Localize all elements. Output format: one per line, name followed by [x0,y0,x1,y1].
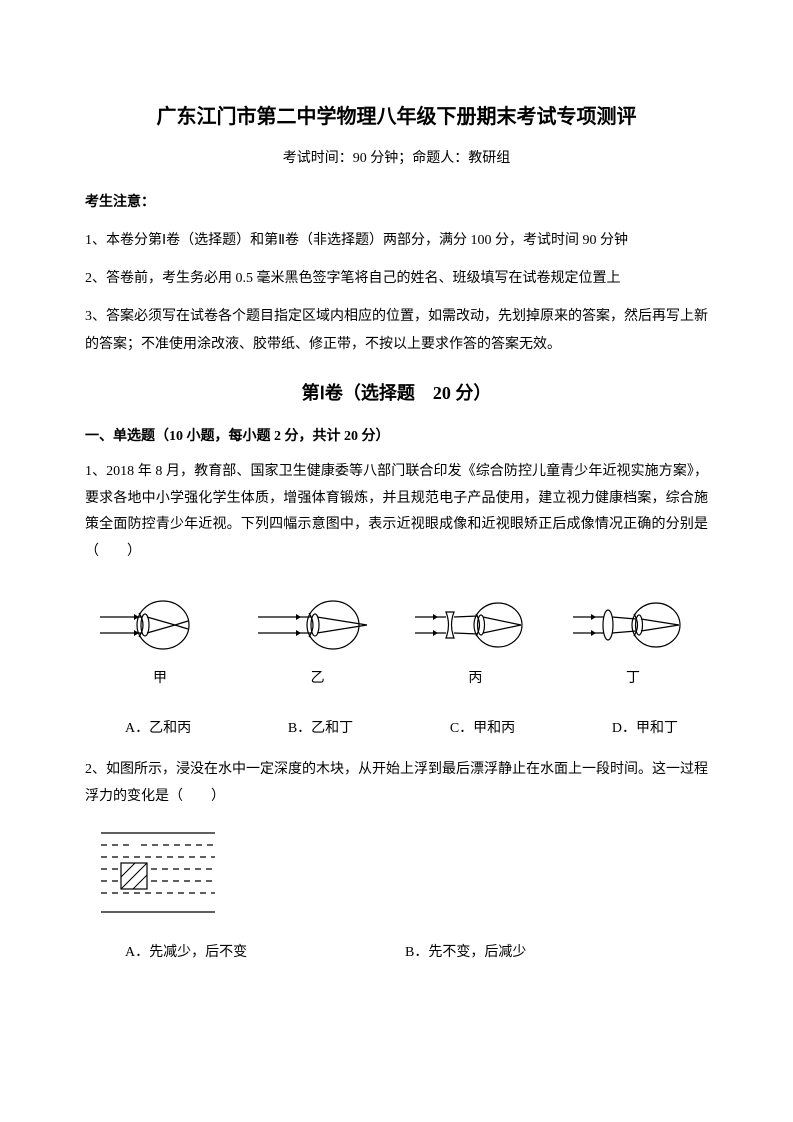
eye-diagram-icon [568,595,698,655]
q1-options: A．乙和丙 B．乙和丁 C．甲和丙 D．甲和丁 [85,717,708,737]
eye-diagram-icon [253,595,383,655]
diagram-jia: 甲 [95,595,225,687]
page-subtitle: 考试时间：90 分钟；命题人：教研组 [85,147,708,167]
question-2-text: 2、如图所示，浸没在水中一定深度的木块，从开始上浮到最后漂浮静止在水面上一段时间… [85,757,708,810]
diagram-ding: 丁 [568,595,698,687]
instruction-2: 2、答卷前，考生务必用 0.5 毫米黑色签字笔将自己的姓名、班级填写在试卷规定位… [85,265,708,293]
diagram-bing: 丙 [410,595,540,687]
page-title: 广东江门市第二中学物理八年级下册期末考试专项测评 [85,100,708,129]
section1-heading: 一、单选题（10 小题，每小题 2 分，共计 20 分） [85,425,708,445]
diagram-label-bing: 丙 [468,667,482,687]
q2-option-a: A．先减少，后不变 [125,941,405,961]
water-block-icon [93,825,223,920]
eye-diagram-icon [95,595,225,655]
q2-options: A．先减少，后不变 B．先不变，后减少 [85,941,708,961]
diagram-label-jia: 甲 [153,667,167,687]
q1-option-a: A．乙和丙 [125,717,191,737]
eye-diagram-icon [410,595,540,655]
q1-option-d: D．甲和丁 [612,717,678,737]
q1-option-b: B．乙和丁 [288,717,353,737]
diagram-label-yi: 乙 [311,667,325,687]
question-1-text: 1、2018 年 8 月，教育部、国家卫生健康委等八部门联合印发《综合防控儿童青… [85,459,708,565]
q2-diagram [93,825,708,925]
diagram-yi: 乙 [253,595,383,687]
q2-option-b: B．先不变，后减少 [405,941,526,961]
instruction-1: 1、本卷分第Ⅰ卷（选择题）和第Ⅱ卷（非选择题）两部分，满分 100 分，考试时间… [85,227,708,255]
q1-option-c: C．甲和丙 [450,717,515,737]
q1-diagrams: 甲 乙 丙 [85,595,708,687]
diagram-label-ding: 丁 [626,667,640,687]
part1-title: 第Ⅰ卷（选择题 20 分） [85,379,708,405]
instruction-3: 3、答案必须写在试卷各个题目指定区域内相应的位置，如需改动，先划掉原来的答案，然… [85,303,708,359]
notice-heading: 考生注意： [85,191,708,211]
